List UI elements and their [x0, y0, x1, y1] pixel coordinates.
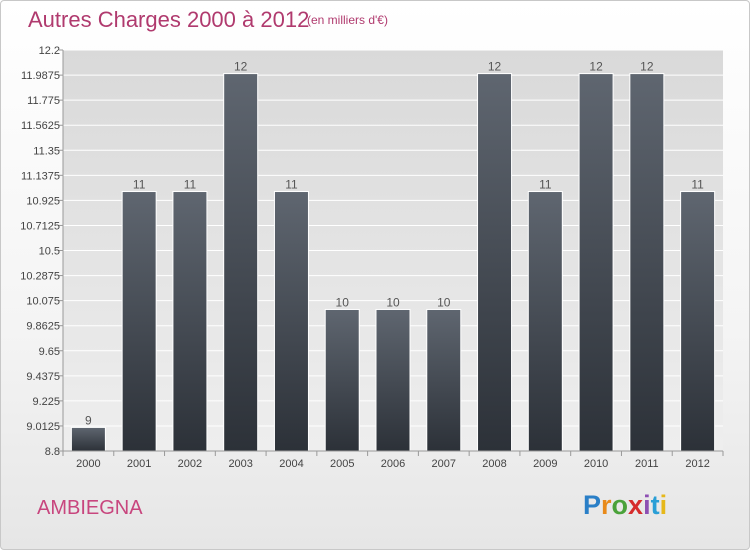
x-tick-label: 2002 — [178, 458, 202, 470]
x-tick-label: 2004 — [279, 458, 303, 470]
y-tick-label: 9.8625 — [26, 321, 60, 333]
data-label: 11 — [133, 178, 146, 192]
data-label: 12 — [589, 60, 603, 74]
y-tick-label: 10.075 — [26, 296, 60, 308]
logo-letter: o — [611, 490, 629, 520]
y-tick-label: 11.1375 — [21, 170, 60, 182]
y-tick-label: 9.65 — [39, 346, 60, 358]
data-label: 11 — [184, 178, 197, 192]
bar — [273, 191, 309, 452]
data-label: 10 — [437, 295, 451, 309]
bar — [527, 191, 563, 452]
logo-letter: r — [601, 490, 612, 520]
x-tick-label: 2003 — [228, 458, 252, 470]
x-tick-label: 2012 — [685, 458, 709, 470]
y-tick-label: 10.7125 — [20, 220, 60, 232]
chart-title: Autres Charges 2000 à 2012 — [28, 7, 310, 32]
bar — [629, 73, 665, 452]
x-tick-label: 2010 — [584, 458, 608, 470]
logo-letter: i — [643, 490, 651, 520]
bar — [375, 308, 411, 452]
proxiti-logo[interactable]: Proxiti — [583, 490, 667, 521]
data-label: 12 — [488, 60, 502, 74]
y-tick-label: 9.0125 — [26, 421, 60, 433]
y-tick-label: 8.8 — [45, 446, 60, 458]
y-tick-label: 10.925 — [26, 195, 60, 207]
x-axis-ticks: 2000 2001 2002 2003 2004 2005 2006 2007 2008 2009… — [62, 451, 724, 470]
data-labels: 9 11 11 12 11 10 10 10 12 11 12 12 11 — [85, 60, 704, 428]
bar — [223, 73, 259, 452]
chart-subtitle: (en milliers d'€) — [307, 13, 388, 27]
y-tick-label: 11.9875 — [21, 70, 60, 82]
x-tick-label: 2000 — [76, 458, 100, 470]
bar — [680, 191, 716, 452]
logo-letter: i — [659, 490, 668, 520]
x-tick-label: 2005 — [330, 458, 354, 470]
logo-letter: P — [583, 490, 602, 520]
data-label: 11 — [691, 178, 704, 192]
bar — [324, 308, 360, 452]
data-label: 11 — [285, 178, 298, 192]
bar — [70, 426, 106, 452]
y-tick-label: 12.2 — [39, 45, 60, 57]
data-label: 10 — [336, 295, 350, 309]
bar — [578, 73, 614, 452]
y-tick-label: 9.225 — [32, 396, 60, 408]
y-axis-ticks: 8.8 9.0125 9.225 9.4375 9.65 9.8625 10.075 10.2… — [20, 45, 63, 458]
x-tick-label: 2001 — [127, 458, 151, 470]
logo-letter: t — [650, 490, 660, 520]
bar — [426, 308, 462, 452]
data-label: 10 — [386, 295, 400, 309]
data-label: 11 — [539, 178, 552, 192]
x-tick-label: 2006 — [381, 458, 405, 470]
town-name: AMBIEGNA — [37, 497, 143, 519]
y-tick-label: 10.2875 — [20, 271, 60, 283]
bars — [70, 73, 716, 452]
bar — [477, 73, 513, 452]
y-tick-label: 11.35 — [33, 145, 60, 157]
data-label: 9 — [85, 413, 92, 427]
data-label: 12 — [234, 60, 248, 74]
bar — [121, 191, 157, 452]
data-label: 12 — [640, 60, 654, 74]
y-tick-label: 11.775 — [27, 95, 60, 107]
y-tick-label: 9.4375 — [26, 371, 60, 383]
bar — [172, 191, 208, 452]
logo-letter: x — [628, 490, 644, 520]
x-tick-label: 2008 — [482, 458, 506, 470]
x-tick-label: 2009 — [533, 458, 557, 470]
y-tick-label: 11.5625 — [21, 120, 60, 132]
x-tick-label: 2011 — [635, 458, 659, 470]
x-tick-label: 2007 — [432, 458, 456, 470]
y-tick-label: 10.5 — [39, 246, 60, 258]
